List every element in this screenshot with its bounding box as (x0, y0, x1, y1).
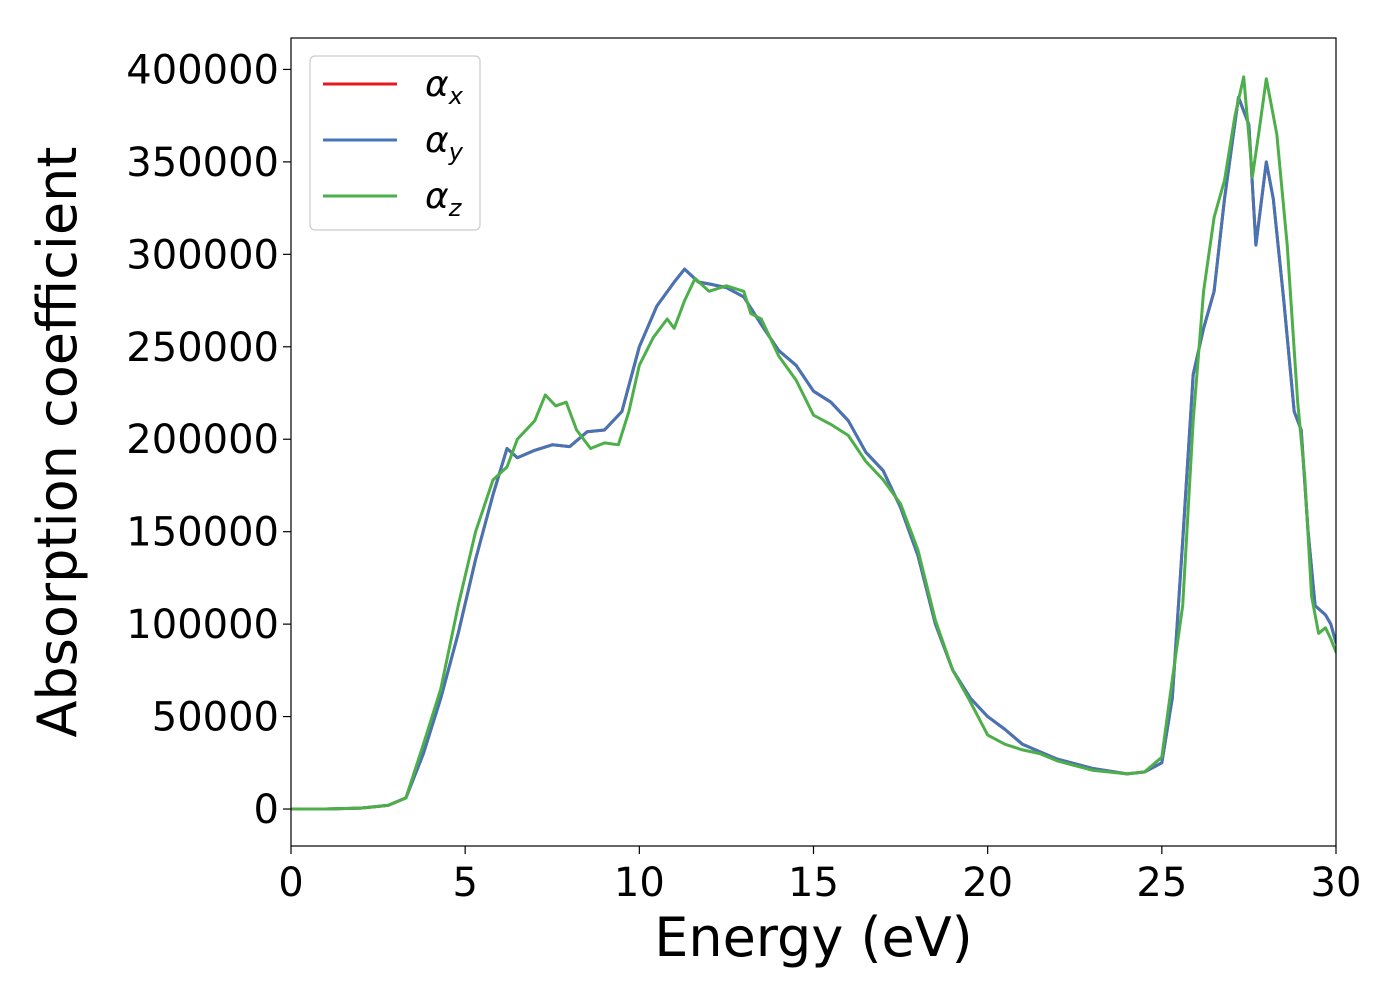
legend-label-x: αx (425, 64, 464, 110)
x-tick-label: 15 (788, 860, 839, 906)
y-tick-label: 300000 (126, 232, 279, 278)
x-axis-title: Energy (eV) (654, 906, 973, 969)
y-tick-label: 200000 (126, 417, 279, 463)
legend-label-z: αz (425, 176, 463, 222)
x-tick-label: 0 (278, 860, 303, 906)
y-tick-label: 350000 (126, 140, 279, 186)
legend-box (309, 55, 481, 231)
x-tick-label: 30 (1311, 860, 1362, 906)
y-tick-label: 0 (254, 787, 279, 833)
x-tick-label: 20 (962, 860, 1013, 906)
y-tick-label: 250000 (126, 325, 279, 371)
y-tick-label: 100000 (126, 602, 279, 648)
y-tick-label: 150000 (126, 510, 279, 556)
legend-label-y: αy (425, 120, 464, 166)
x-tick-label: 10 (614, 860, 665, 906)
series-line-z (291, 75, 1336, 811)
x-tick-label: 5 (452, 860, 477, 906)
y-axis: 0 50000 100000 150000 200000 250000 300000 3500… (126, 47, 291, 833)
y-tick-label: 400000 (126, 47, 279, 93)
series-layer (291, 75, 1336, 811)
legend: αx αy αz (309, 55, 481, 231)
y-axis-title: Absorption coefficient (26, 147, 89, 738)
x-tick-label: 25 (1136, 860, 1187, 906)
y-tick-label: 50000 (152, 695, 279, 741)
x-axis: 0 5 10 15 20 25 30 (278, 846, 1361, 906)
